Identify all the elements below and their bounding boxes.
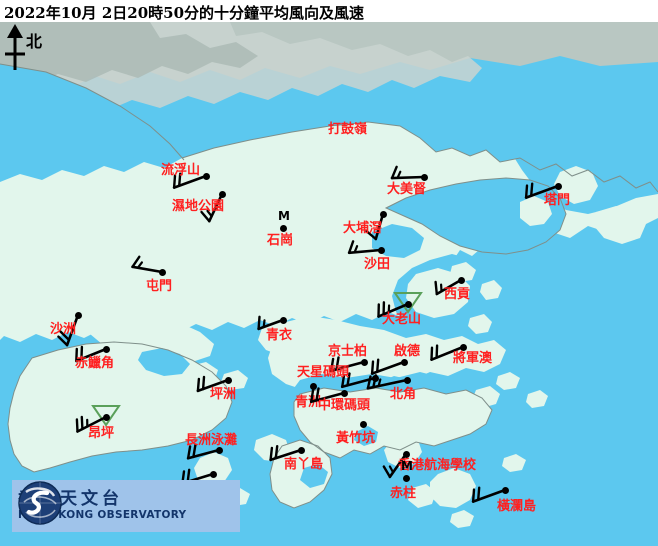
station-marker-dot	[502, 487, 509, 494]
hko-swirl-icon	[18, 481, 62, 525]
station-label: 天星碼頭	[297, 365, 350, 380]
page-title: 2022年10月 2日20時50分的十分鐘平均風向及風速	[4, 4, 365, 22]
station-marker-dot	[280, 225, 287, 232]
station-label: 啟德	[394, 344, 421, 359]
station-label: 南丫島	[284, 457, 324, 472]
station-marker-dot	[103, 414, 110, 421]
hko-logo: 香港天文台 HONG KONG OBSERVATORY	[12, 480, 240, 532]
station-label: 橫瀾島	[497, 499, 537, 514]
missing-data-marker: M	[278, 209, 290, 223]
station-marker-dot	[403, 475, 410, 482]
station-label: 石崗	[267, 233, 294, 248]
wind-barb-icon	[471, 486, 507, 503]
station-label: 將軍澳	[453, 351, 493, 366]
station-marker-dot	[225, 377, 232, 384]
station-label: 北角	[390, 387, 417, 402]
station-label: 濕地公園	[172, 199, 225, 214]
station-marker-dot	[360, 421, 367, 428]
station-label: 打鼓嶺	[328, 122, 368, 137]
station-label: 京士柏	[328, 344, 368, 359]
station-label: 香港航海學校	[398, 458, 477, 473]
wind-barb-icon	[131, 255, 164, 274]
wind-barb-icon	[434, 278, 463, 296]
station-label: 沙洲	[50, 322, 77, 337]
station-marker-dot	[401, 359, 408, 366]
station-label: 大美督	[387, 182, 427, 197]
north-label: 北	[26, 32, 43, 51]
wind-barb-icon	[172, 172, 208, 189]
station-label: 大埔滘	[343, 221, 383, 236]
hko-name-english: HONG KONG OBSERVATORY	[18, 509, 187, 521]
station-label: 西貢	[444, 287, 471, 302]
station-label: 青衣	[266, 328, 293, 343]
station-label: 昂坪	[88, 426, 115, 441]
station-label: 長洲泳灘	[185, 433, 238, 448]
station-label: 中環碼頭	[318, 398, 371, 413]
station-marker-dot	[378, 247, 385, 254]
station-marker-dot	[380, 211, 387, 218]
station-marker-dot	[361, 359, 368, 366]
station-marker-dot	[404, 377, 411, 384]
wind-barb-icon	[347, 240, 383, 255]
station-label: 沙田	[364, 257, 391, 272]
station-marker-dot	[555, 183, 562, 190]
station-marker-dot	[460, 344, 467, 351]
station-marker-dot	[216, 447, 223, 454]
station-label: 坪洲	[210, 387, 237, 402]
north-arrow-icon	[5, 24, 25, 70]
wind-barb-icon	[186, 443, 221, 460]
wind-barb-icon	[329, 356, 366, 373]
wind-barb-icon	[257, 315, 285, 331]
station-marker-dot	[219, 191, 226, 198]
gale-triangle-icon	[91, 405, 121, 427]
wind-barb-icon	[365, 212, 385, 241]
wind-barb-icon	[309, 387, 346, 404]
station-label: 流浮山	[161, 163, 201, 178]
station-label: 赤柱	[390, 486, 417, 501]
station-marker-dot	[203, 173, 210, 180]
station-marker-dot	[403, 451, 410, 458]
map-geography	[0, 22, 658, 546]
wind-barb-icon	[524, 182, 560, 199]
station-marker-dot	[280, 317, 287, 324]
station-label: 赤鱲角	[75, 356, 115, 371]
title-bar: 2022年10月 2日20時50分的十分鐘平均風向及風速	[0, 0, 658, 22]
station-marker-dot	[458, 277, 465, 284]
wind-barb-icon	[196, 375, 230, 393]
station-label: 青洲	[295, 395, 322, 410]
station-label: 屯門	[146, 279, 173, 294]
wind-barb-icon	[57, 313, 80, 347]
station-marker-dot	[103, 346, 110, 353]
station-label: 黃竹坑	[336, 431, 376, 446]
wind-barb-icon	[370, 358, 406, 375]
wind-barb-icon	[430, 344, 465, 361]
wind-barb-icon	[269, 445, 303, 462]
station-label: 大老山	[382, 312, 422, 327]
station-marker-dot	[341, 390, 348, 397]
hong-kong-wind-map[interactable]: 北 打鼓嶺流浮山濕地公園 M 石崗 大美督塔門大埔滘沙田屯門西貢大老山沙洲赤鱲角 青衣京…	[0, 22, 658, 546]
station-marker-dot	[75, 312, 82, 319]
missing-data-marker: M	[401, 459, 413, 473]
wind-barb-icon	[200, 192, 224, 223]
wind-barb-icon	[74, 345, 108, 363]
station-label: 塔門	[544, 193, 571, 208]
wind-barb-icon	[377, 301, 410, 318]
station-marker-dot	[159, 269, 166, 276]
station-marker-dot	[298, 447, 305, 454]
station-marker-dot	[421, 174, 428, 181]
wind-barb-icon	[366, 374, 409, 390]
station-marker-dot	[310, 383, 317, 390]
station-marker-dot	[210, 471, 217, 478]
station-marker-dot	[405, 301, 412, 308]
wind-barb-icon	[390, 165, 426, 180]
wind-barb-icon	[382, 452, 408, 479]
wind-barb-icon	[75, 415, 108, 433]
gale-triangle-icon	[393, 292, 423, 314]
